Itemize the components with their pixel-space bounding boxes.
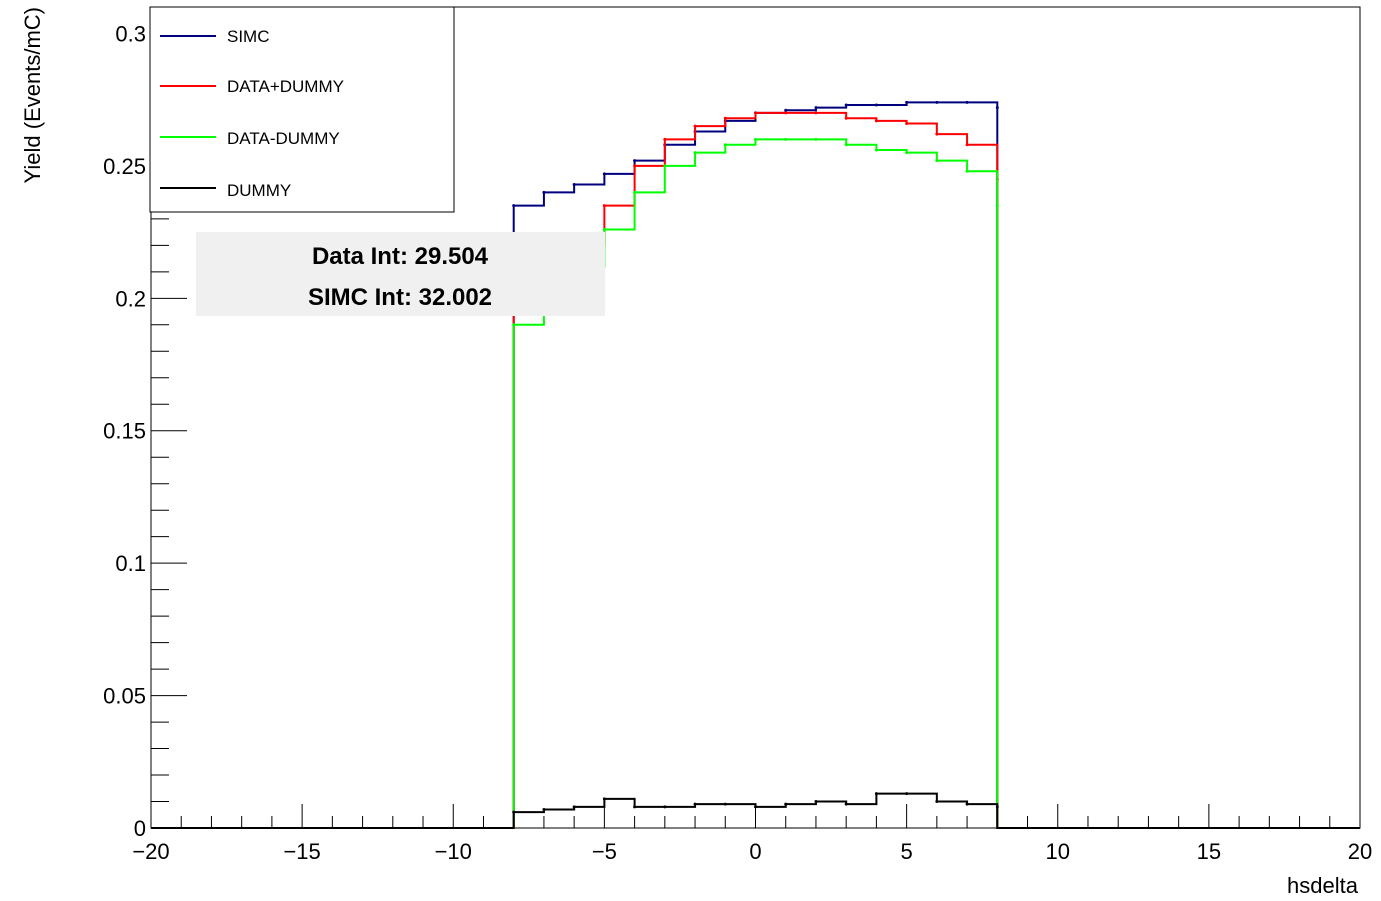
data-point bbox=[814, 111, 818, 115]
data-point bbox=[874, 148, 878, 152]
data-point bbox=[723, 143, 727, 147]
data-point bbox=[784, 111, 788, 115]
data-point bbox=[905, 792, 909, 796]
data-point bbox=[784, 137, 788, 141]
data-point bbox=[965, 802, 969, 806]
data-point bbox=[935, 132, 939, 136]
data-point bbox=[512, 204, 516, 208]
data-point bbox=[512, 810, 516, 814]
data-point bbox=[542, 190, 546, 194]
data-point bbox=[663, 805, 667, 809]
data-point bbox=[784, 802, 788, 806]
stats-simc-integral: SIMC Int: 32.002 bbox=[308, 284, 492, 311]
y-tick-label: 0.25 bbox=[103, 154, 146, 179]
data-point bbox=[633, 159, 637, 163]
stats-box-background bbox=[196, 232, 605, 316]
data-point bbox=[572, 805, 576, 809]
x-tick-label: 5 bbox=[901, 839, 913, 864]
data-point bbox=[602, 227, 606, 231]
legend-label-data-plus-dummy: DATA+DUMMY bbox=[227, 77, 344, 96]
x-tick-label: −20 bbox=[132, 839, 169, 864]
data-point bbox=[784, 108, 788, 112]
data-point bbox=[693, 124, 697, 128]
data-point bbox=[844, 802, 848, 806]
x-tick-label: −5 bbox=[592, 839, 617, 864]
data-point bbox=[663, 137, 667, 141]
series-line bbox=[151, 111, 1360, 829]
data-point bbox=[965, 143, 969, 147]
y-tick-label: 0.1 bbox=[115, 551, 146, 576]
data-point bbox=[874, 792, 878, 796]
data-point bbox=[844, 103, 848, 107]
y-tick-label: 0.3 bbox=[115, 21, 146, 46]
data-point bbox=[602, 204, 606, 208]
data-point bbox=[602, 172, 606, 176]
series-line bbox=[151, 101, 1360, 829]
stats-data-integral: Data Int: 29.504 bbox=[312, 243, 489, 270]
data-point bbox=[935, 100, 939, 104]
data-point bbox=[723, 802, 727, 806]
data-point bbox=[633, 190, 637, 194]
data-point bbox=[844, 116, 848, 120]
x-tick-label: 0 bbox=[749, 839, 761, 864]
data-point bbox=[754, 137, 757, 141]
y-tick-label: 0.15 bbox=[103, 419, 146, 444]
data-point bbox=[723, 116, 727, 120]
data-point bbox=[995, 805, 999, 809]
data-point bbox=[602, 797, 606, 801]
legend: SIMC DATA+DUMMY DATA-DUMMY DUMMY bbox=[149, 6, 455, 213]
data-point bbox=[905, 122, 909, 126]
data-point bbox=[663, 164, 667, 168]
data-point bbox=[905, 151, 909, 155]
x-tick-label: −15 bbox=[283, 839, 320, 864]
data-point bbox=[995, 106, 999, 110]
y-tick-label: 0.2 bbox=[115, 286, 146, 311]
data-point bbox=[995, 204, 999, 208]
y-axis-title: Yield (Events/mC) bbox=[20, 7, 45, 183]
data-point bbox=[965, 100, 969, 104]
data-point bbox=[754, 111, 757, 115]
data-point bbox=[693, 151, 697, 155]
data-point bbox=[874, 103, 878, 107]
data-point bbox=[693, 802, 697, 806]
data-point bbox=[814, 800, 818, 804]
data-point bbox=[572, 182, 576, 186]
data-point bbox=[874, 119, 878, 123]
legend-label-dummy: DUMMY bbox=[227, 181, 291, 200]
data-point bbox=[965, 169, 969, 173]
data-point bbox=[935, 800, 939, 804]
data-point bbox=[512, 323, 516, 327]
legend-label-data-minus-dummy: DATA-DUMMY bbox=[227, 129, 340, 148]
series-data-dummy bbox=[151, 111, 1360, 829]
data-point bbox=[542, 807, 546, 811]
data-point bbox=[844, 143, 848, 147]
x-tick-label: −10 bbox=[435, 839, 472, 864]
series-dummy bbox=[151, 792, 1360, 829]
stats-box: Data Int: 29.504 SIMC Int: 32.002 bbox=[196, 232, 605, 316]
legend-label-simc: SIMC bbox=[227, 27, 270, 46]
axis-layer: −20 −15 −10 −5 0 5 10 15 20 0 0.05 0.1 0.15 0.2 0.25 0.… bbox=[103, 6, 1372, 864]
data-point bbox=[905, 100, 909, 104]
x-tick-label: 20 bbox=[1348, 839, 1372, 864]
data-point bbox=[814, 137, 818, 141]
data-point bbox=[935, 159, 939, 163]
legend-box bbox=[149, 6, 455, 213]
data-point bbox=[814, 106, 818, 110]
x-tick-label: 15 bbox=[1197, 839, 1221, 864]
y-tick-label: 0.05 bbox=[103, 684, 146, 709]
data-point bbox=[633, 805, 637, 809]
data-point bbox=[633, 164, 637, 168]
x-axis-title: hsdelta bbox=[1287, 873, 1359, 898]
x-tick-label: 10 bbox=[1046, 839, 1070, 864]
y-tick-label: 0 bbox=[134, 816, 146, 841]
